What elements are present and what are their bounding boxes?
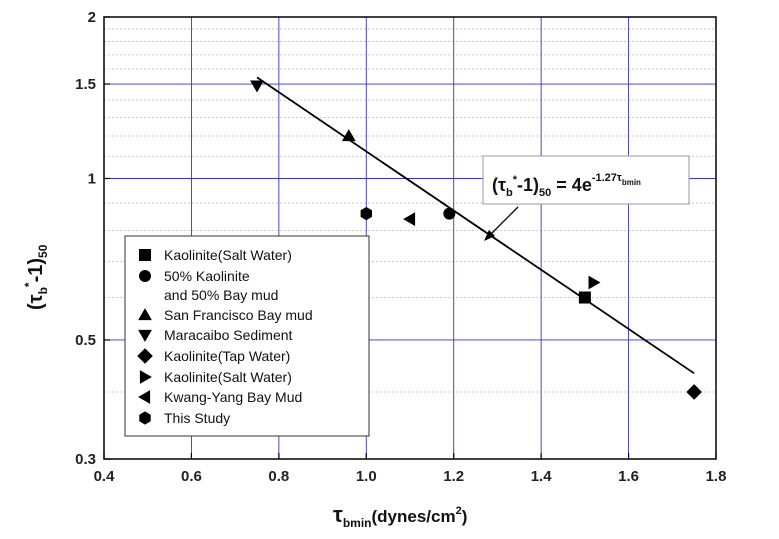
eq-lhs-sup: * bbox=[513, 174, 518, 186]
y-label-sub2: 50 bbox=[36, 244, 50, 258]
x-label-main: τ bbox=[333, 502, 343, 527]
x-tick-label: 1.8 bbox=[706, 468, 727, 485]
legend-marker-diamond bbox=[137, 348, 153, 364]
y-axis-label: (τb*-1)50 bbox=[22, 244, 50, 310]
eq-exp-sup: -1.27τ bbox=[592, 172, 622, 184]
y-label-sub: b bbox=[36, 287, 50, 294]
x-label-sub: bmin bbox=[343, 516, 372, 530]
legend-marker-triangle-left bbox=[138, 390, 151, 404]
x-label-sup: 2 bbox=[456, 505, 462, 517]
y-tick-label: 1 bbox=[88, 170, 96, 187]
legend: Kaolinite(Salt Water) 50% Kaolinite and … bbox=[124, 235, 370, 437]
equation-arrow-head bbox=[484, 230, 495, 241]
legend-markers bbox=[137, 249, 153, 425]
y-label-sup: * bbox=[22, 282, 36, 287]
legend-label-2b: and 50% Bay mud bbox=[164, 287, 278, 303]
data-point-triangle-right bbox=[588, 275, 601, 290]
y-tick-label: 0.3 bbox=[75, 451, 96, 468]
legend-label-4: Maracaibo Sediment bbox=[164, 327, 293, 343]
legend-marker-hexagon bbox=[139, 411, 151, 425]
legend-label-3: San Francisco Bay mud bbox=[164, 307, 313, 323]
data-point-triangle-down bbox=[250, 80, 264, 93]
x-label-end: ) bbox=[462, 507, 468, 526]
data-point-square bbox=[578, 291, 591, 304]
equation-annotation: (τb*-1)50 = 4e-1.27τbmin bbox=[482, 155, 690, 241]
data-point-triangle-up bbox=[341, 129, 356, 142]
legend-marker-square bbox=[139, 249, 151, 261]
eq-lhs-sub2: 50 bbox=[539, 187, 551, 199]
legend-marker-triangle-up bbox=[138, 308, 152, 321]
x-axis-label: τbmin(dynes/cm2) bbox=[333, 502, 467, 530]
data-point-triangle-left bbox=[403, 212, 416, 227]
x-tick-label: 1.2 bbox=[443, 468, 464, 485]
plot-frame bbox=[103, 16, 717, 460]
legend-marker-circle bbox=[139, 270, 151, 282]
fit-line bbox=[256, 76, 695, 375]
data-point-hexagon bbox=[360, 207, 372, 221]
eq-lhs-mid: -1) bbox=[517, 175, 539, 195]
x-tick-label: 0.4 bbox=[94, 468, 116, 485]
ticks: 0.4 0.6 0.8 1.0 1.2 1.4 1.6 1.8 0.3 0.5 1 1.5 2 bbox=[75, 9, 726, 485]
equation-text: (τb*-1)50 = 4e-1.27τbmin bbox=[492, 172, 641, 199]
data-point-diamond bbox=[686, 384, 702, 400]
y-label-mid: -1) bbox=[25, 258, 47, 282]
eq-lhs-open: (τ bbox=[492, 175, 506, 195]
equation-arrow-shaft bbox=[488, 206, 519, 237]
data-point-circle bbox=[443, 207, 456, 220]
x-tick-label: 1.0 bbox=[356, 468, 377, 485]
x-label-rest: (dynes/cm bbox=[372, 507, 456, 526]
equation-box bbox=[482, 155, 690, 205]
markers bbox=[250, 80, 702, 400]
legend-label-2: 50% Kaolinite bbox=[164, 268, 250, 284]
x-tick-label: 0.6 bbox=[181, 468, 202, 485]
eq-exp-sub: bmin bbox=[622, 178, 641, 187]
legend-marker-triangle-right bbox=[139, 370, 152, 384]
y-label-open: (τ bbox=[25, 294, 47, 310]
eq-rhs: = 4e bbox=[551, 175, 592, 195]
y-tick-label: 0.5 bbox=[75, 332, 96, 349]
legend-label-6: Kaolinite(Salt Water) bbox=[164, 369, 292, 385]
eq-lhs-sub: b bbox=[506, 187, 513, 199]
legend-label-7: Kwang-Yang Bay Mud bbox=[164, 389, 302, 405]
fit-line-group bbox=[256, 76, 695, 375]
legend-box bbox=[124, 235, 370, 437]
x-tick-label: 1.4 bbox=[531, 468, 553, 485]
legend-label-1: Kaolinite(Salt Water) bbox=[164, 247, 292, 263]
x-tick-label: 1.6 bbox=[618, 468, 639, 485]
x-tick-label: 0.8 bbox=[268, 468, 289, 485]
y-tick-label: 1.5 bbox=[75, 76, 96, 93]
legend-label-5: Kaolinite(Tap Water) bbox=[164, 348, 290, 364]
legend-label-8: This Study bbox=[164, 410, 230, 426]
y-tick-label: 2 bbox=[88, 9, 96, 26]
legend-marker-triangle-down bbox=[138, 329, 152, 342]
